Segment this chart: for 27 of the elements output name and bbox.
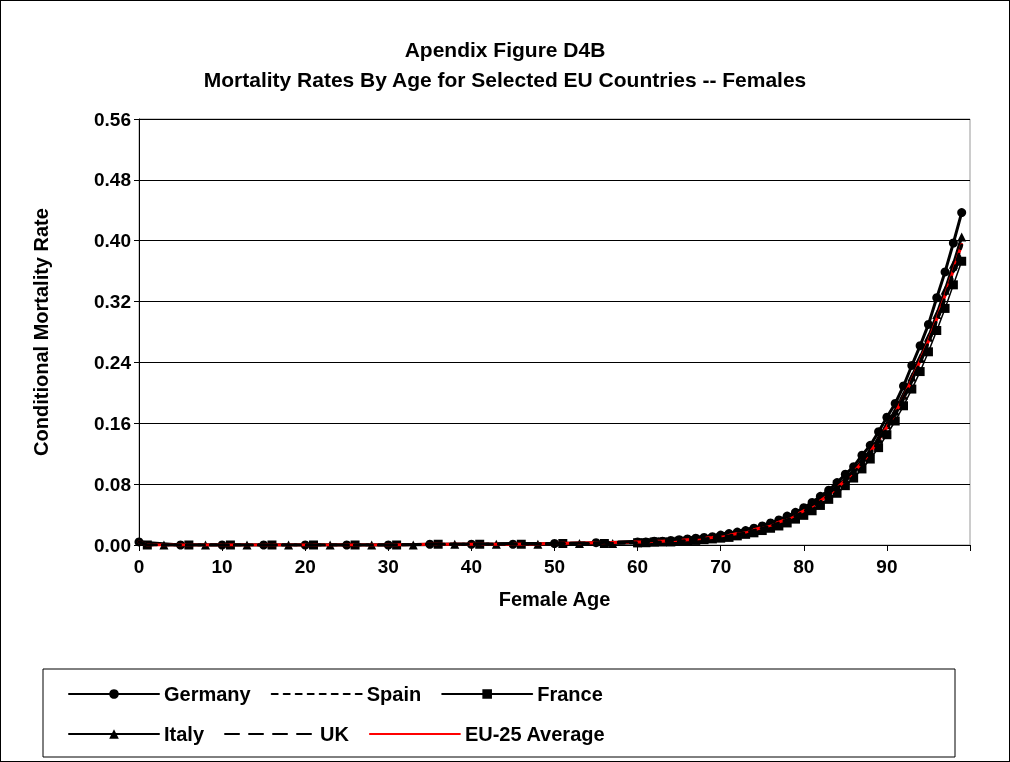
- legend-label: Spain: [366, 683, 422, 705]
- legend-label: EU-25 Average: [464, 723, 605, 745]
- x-tick-label: 40: [460, 556, 482, 577]
- y-tick-label: 0.32: [94, 291, 131, 313]
- legend-label: France: [537, 683, 603, 705]
- y-tick-label: 0.24: [94, 351, 132, 373]
- legend-label: Italy: [164, 723, 205, 745]
- legend-label: Germany: [164, 683, 252, 705]
- x-tick-label: 0: [133, 556, 145, 577]
- x-tick-label: 90: [876, 556, 898, 577]
- legend-label: UK: [320, 723, 350, 745]
- y-tick-label: 0.48: [94, 169, 131, 191]
- y-tick-label: 0.56: [94, 108, 131, 130]
- x-tick-label: 10: [211, 556, 233, 577]
- y-tick-label: 0.16: [94, 412, 131, 434]
- y-axis-title: Conditional Mortality Rate: [30, 208, 52, 456]
- chart-title: Apendix Figure D4B Mortality Rates By Age for Selected EU Countries -- Females: [203, 37, 807, 91]
- y-tick-label: 0.08: [94, 473, 131, 495]
- x-tick-label: 80: [793, 556, 815, 577]
- x-tick-label: 50: [543, 556, 566, 577]
- x-tick-label: 60: [627, 556, 649, 577]
- x-tick-label: 30: [377, 556, 399, 577]
- y-tick-label: 0.00: [94, 534, 131, 556]
- x-axis-title: Female Age: [498, 588, 611, 610]
- x-tick-label: 20: [294, 556, 316, 577]
- y-tick-label: 0.40: [94, 230, 131, 252]
- x-tick-label: 70: [710, 556, 732, 577]
